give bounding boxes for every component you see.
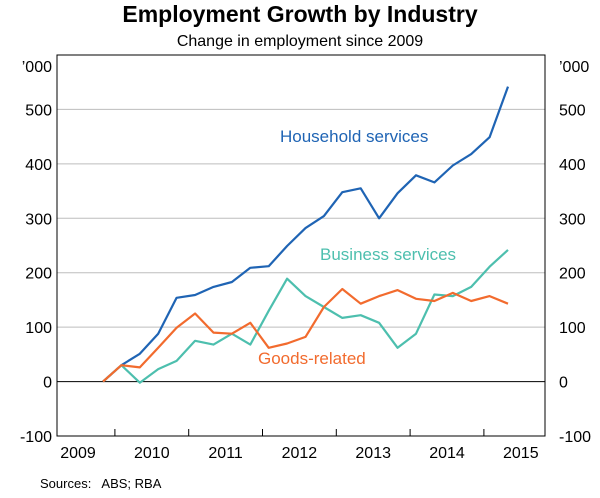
y-tick-label-right: -100 [559,429,591,446]
x-tick-label: 2014 [429,445,465,462]
y-tick-label-left: -100 [20,429,52,446]
y-tick-label-right: 100 [559,320,586,337]
plot-frame [57,55,545,436]
chart-subtitle: Change in employment since 2009 [177,33,423,50]
x-tick-label: 2009 [60,445,96,462]
y-tick-label-right: 500 [559,102,586,119]
y-tick-label-left: 200 [25,266,52,283]
source-note: Sources: ABS; RBA [40,476,162,491]
y-unit-right: ’000 [559,59,589,76]
y-tick-label-left: 400 [25,157,52,174]
x-tick-label: 2011 [208,445,243,462]
label-business-services: Business services [320,245,456,264]
chart-title: Employment Growth by Industry [122,1,477,27]
y-tick-label-left: 0 [43,375,52,392]
y-tick-label-left: 100 [25,320,52,337]
y-tick-label-right: 400 [559,157,586,174]
label-household-services: Household services [280,127,428,146]
y-unit-left: ’000 [22,59,52,76]
x-tick-label: 2015 [503,445,539,462]
y-tick-label-right: 0 [559,375,568,392]
x-tick-label: 2010 [134,445,170,462]
y-tick-label-right: 200 [559,266,586,283]
x-tick-label: 2012 [282,445,318,462]
y-tick-label-left: 300 [25,211,52,228]
label-goods-related: Goods-related [258,349,366,368]
y-tick-label-left: 500 [25,102,52,119]
y-tick-label-right: 300 [559,211,586,228]
x-tick-label: 2013 [355,445,391,462]
